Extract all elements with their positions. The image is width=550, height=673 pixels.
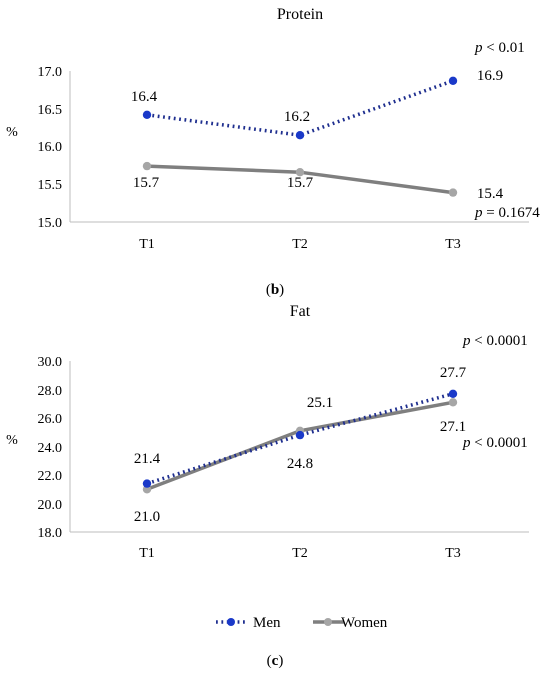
protein-men-p-value: p < 0.01 — [474, 40, 525, 56]
fat-x-axis: T1 T2 T3 — [70, 531, 529, 561]
fat-men-line — [146, 392, 454, 486]
fat-men-data-label: 21.4 — [134, 451, 161, 467]
fat-y-tick-label: 24.0 — [38, 441, 63, 456]
protein-men-data-label: 16.9 — [477, 68, 503, 84]
fat-women-data-label: 25.1 — [307, 395, 333, 411]
protein-men-line — [146, 79, 454, 137]
protein-men-point — [142, 110, 152, 120]
fat-women-point — [448, 398, 458, 407]
protein-p-values: p < 0.01 p = 0.1674 — [474, 40, 540, 221]
protein-women-point — [142, 161, 152, 171]
protein-chart: Protein % 15.0 15.5 16.0 16.5 17.0 T1 T2… — [6, 6, 540, 298]
fat-p-values: p < 0.0001 p < 0.0001 — [462, 333, 528, 451]
protein-y-tick-label: 15.0 — [38, 216, 63, 231]
protein-x-tick-label: T1 — [139, 237, 155, 252]
protein-chart-title: Protein — [277, 6, 323, 23]
protein-women-data-label: 15.4 — [477, 186, 504, 202]
protein-y-axis: 15.0 15.5 16.0 16.5 17.0 — [38, 65, 71, 231]
protein-women-p-value: p = 0.1674 — [474, 205, 540, 221]
protein-y-axis-label: % — [6, 125, 18, 140]
legend-item-women: Women — [313, 615, 388, 631]
fat-data-labels: 21.4 24.8 27.7 21.0 25.1 27.1 — [134, 365, 467, 525]
protein-x-tick-label: T3 — [445, 237, 461, 252]
protein-women-point — [448, 188, 458, 197]
protein-women-point — [295, 168, 305, 177]
panel-label-c: (c) — [267, 653, 284, 669]
fat-women-data-label: 21.0 — [134, 509, 160, 525]
fat-women-p-value: p < 0.0001 — [462, 435, 528, 451]
fat-women-line — [146, 400, 454, 491]
fat-men-point — [295, 430, 305, 440]
protein-y-tick-label: 16.0 — [38, 140, 63, 155]
fat-men-point — [448, 389, 458, 398]
fat-men-data-label: 27.7 — [440, 365, 467, 381]
protein-men-point — [448, 76, 458, 86]
fat-x-tick-label: T1 — [139, 546, 155, 561]
fat-men-p-value: p < 0.0001 — [462, 333, 528, 349]
protein-men-point — [295, 131, 305, 140]
fat-series-marks — [142, 389, 458, 494]
protein-women-data-label: 15.7 — [287, 175, 314, 191]
fat-x-tick-label: T3 — [445, 546, 461, 561]
fat-x-tick-label: T2 — [292, 546, 308, 561]
legend-men-marker — [227, 618, 235, 626]
fat-y-axis-label: % — [6, 433, 18, 448]
fat-y-tick-label: 18.0 — [38, 526, 63, 541]
fat-y-tick-label: 22.0 — [38, 469, 63, 484]
fat-men-data-label: 24.8 — [287, 456, 313, 472]
fat-y-tick-label: 28.0 — [38, 384, 63, 399]
protein-y-tick-label: 17.0 — [38, 65, 63, 80]
fat-chart: Fat % 18.0 20.0 22.0 24.0 26.0 28.0 30.0… — [6, 303, 529, 561]
fat-y-axis: 18.0 20.0 22.0 24.0 26.0 28.0 30.0 — [38, 355, 71, 541]
protein-men-data-label: 16.2 — [284, 109, 310, 125]
fat-y-tick-label: 30.0 — [38, 355, 63, 370]
protein-y-tick-label: 16.5 — [38, 103, 63, 118]
legend-women-label: Women — [341, 615, 388, 631]
legend-men-label: Men — [253, 615, 281, 631]
fat-men-point — [142, 479, 152, 488]
protein-men-data-label: 16.4 — [131, 89, 158, 105]
legend-women-marker — [324, 618, 332, 626]
legend-item-men: Men — [216, 615, 281, 631]
legend: Men Women — [216, 615, 388, 631]
protein-series-marks — [142, 76, 458, 197]
fat-y-tick-label: 20.0 — [38, 498, 63, 513]
fat-women-data-label: 27.1 — [440, 419, 466, 435]
protein-y-tick-label: 15.5 — [38, 178, 63, 193]
protein-women-data-label: 15.7 — [133, 175, 160, 191]
fat-chart-title: Fat — [290, 303, 311, 320]
protein-x-tick-label: T2 — [292, 237, 308, 252]
panel-label-b: (b) — [266, 282, 284, 298]
fat-y-tick-label: 26.0 — [38, 412, 63, 427]
protein-x-axis: T1 T2 T3 — [70, 221, 529, 252]
protein-data-labels: 16.4 16.2 16.9 15.7 15.7 15.4 — [131, 68, 504, 202]
